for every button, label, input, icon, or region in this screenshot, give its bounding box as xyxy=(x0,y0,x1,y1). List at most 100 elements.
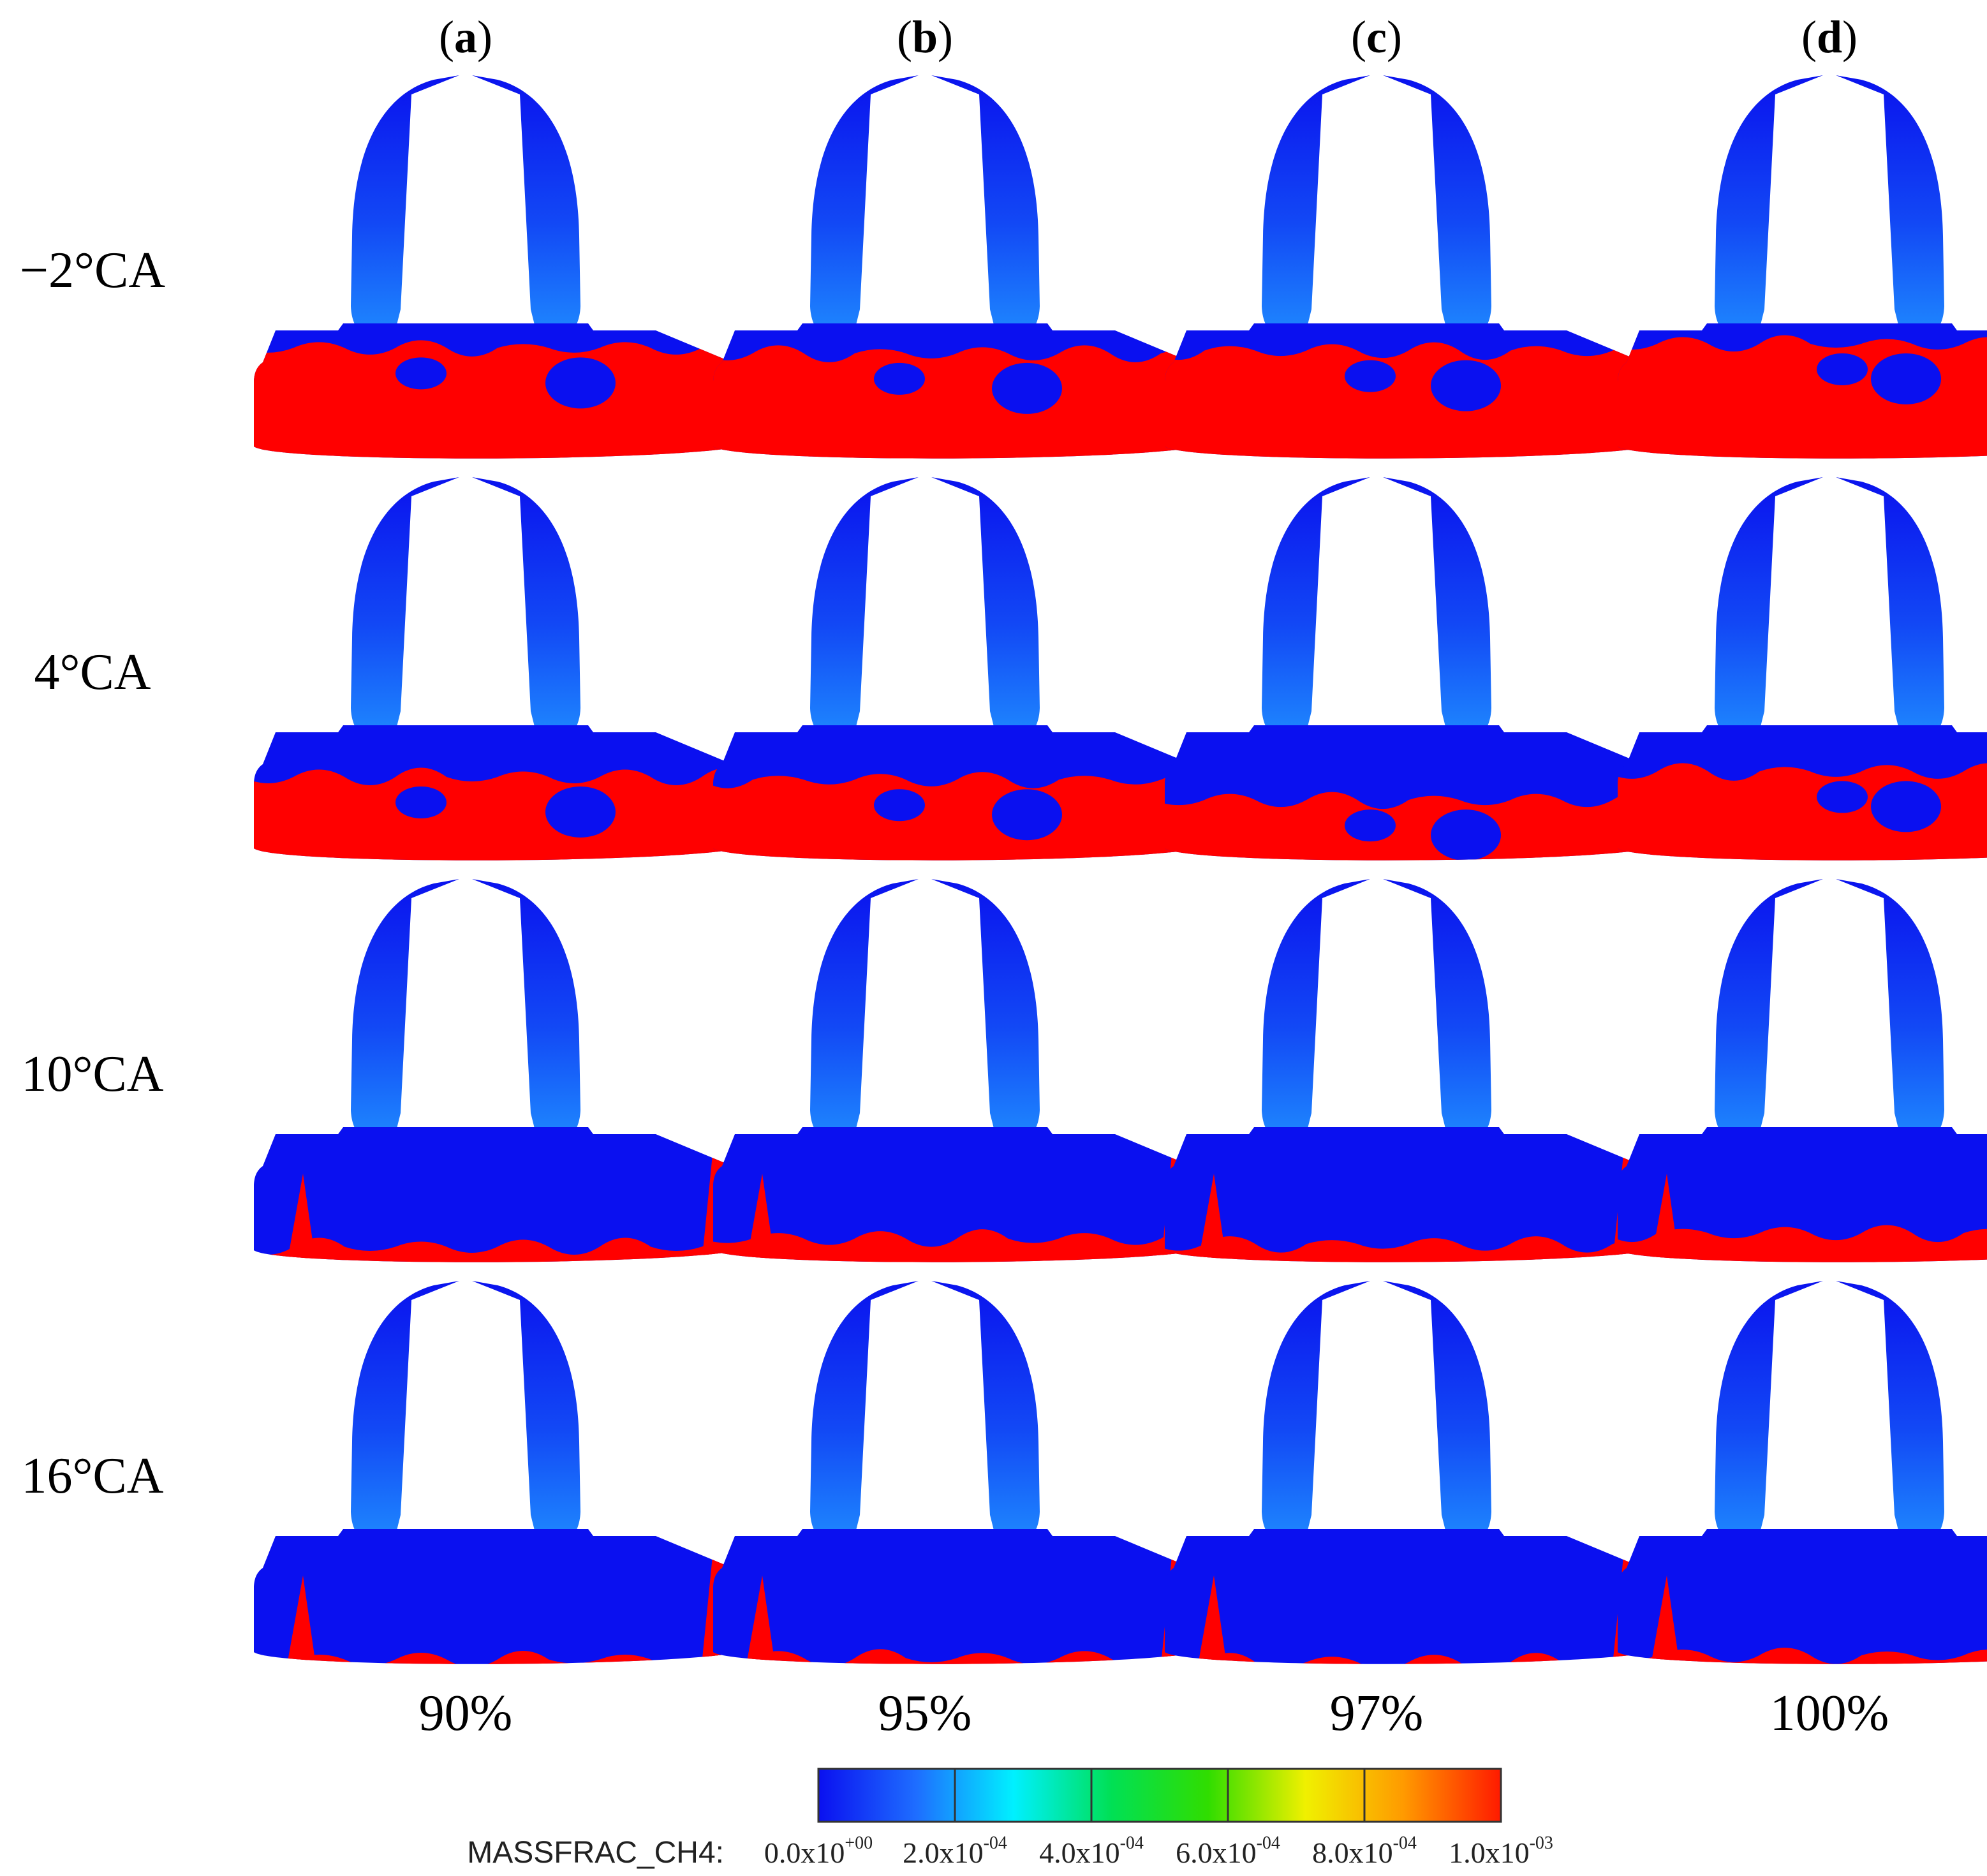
combustion-chamber xyxy=(254,1529,741,1664)
intake-port-left xyxy=(1262,879,1370,1147)
combustion-chamber xyxy=(713,1529,1200,1664)
intake-port-right xyxy=(931,75,1040,343)
chamber-high-fraction-region xyxy=(1618,763,1987,860)
intake-port-left xyxy=(810,1281,919,1549)
chamber-high-fraction-region xyxy=(713,1649,1200,1664)
combustion-chamber xyxy=(1165,1127,1652,1262)
row-labels: −2°CA 4°CA 10°CA 16°CA xyxy=(20,242,165,1504)
intake-port-right xyxy=(1836,1281,1944,1549)
chamber-high-fraction-region xyxy=(1165,342,1652,459)
combustion-chamber xyxy=(1618,1529,1987,1664)
chamber-low-fraction-region xyxy=(1165,1529,1652,1664)
panel-r4-c2 xyxy=(713,1281,1200,1664)
chamber-high-fraction-region xyxy=(1618,335,1987,459)
intake-port-left xyxy=(351,1281,459,1549)
intake-port-left xyxy=(1262,477,1370,745)
intake-port-left xyxy=(351,879,459,1147)
low-fraction-pocket xyxy=(395,786,447,818)
colorbar-tick-label: 0.0x10+00 xyxy=(764,1833,873,1869)
percent-labels: 90% 95% 97% 100% xyxy=(419,1685,1889,1741)
combustion-chamber xyxy=(1618,725,1987,860)
colorbar-dividers xyxy=(954,1769,1366,1822)
percent-label-b: 95% xyxy=(878,1685,972,1741)
low-fraction-pocket xyxy=(1431,360,1501,411)
panel-r4-c4 xyxy=(1618,1281,1987,1664)
combustion-chamber xyxy=(713,1127,1200,1262)
intake-port-left xyxy=(1262,1281,1370,1549)
panel-r2-c1 xyxy=(254,477,741,860)
panel-r3-c2 xyxy=(713,879,1200,1262)
intake-port-left xyxy=(810,879,919,1147)
high-fraction-streak xyxy=(1651,1576,1680,1664)
combustion-chamber xyxy=(1165,725,1652,860)
intake-port-right xyxy=(1836,879,1944,1147)
row-label-16ca: 16°CA xyxy=(21,1448,163,1504)
colorbar-label: MASSFRAC_CH4: xyxy=(467,1836,724,1870)
chamber-low-fraction-region xyxy=(1618,1529,1987,1664)
colorbar: MASSFRAC_CH4: 0.0x10+00 2.0x10-04 4.0x10-0… xyxy=(467,1768,1553,1870)
panel-r4-c1 xyxy=(254,1281,741,1664)
combustion-chamber xyxy=(1618,1127,1987,1262)
intake-port-right xyxy=(1836,477,1944,745)
chamber-high-fraction-region xyxy=(1165,1236,1652,1262)
intake-port-left xyxy=(351,477,459,745)
colorbar-tick-label: 2.0x10-04 xyxy=(903,1833,1007,1869)
chamber-high-fraction-region xyxy=(713,772,1200,860)
panel-r2-c3 xyxy=(1165,477,1652,860)
combustion-chamber xyxy=(1618,323,1987,459)
column-header-c: (c) xyxy=(1351,11,1402,63)
chamber-low-fraction-region xyxy=(713,1529,1200,1664)
low-fraction-pocket xyxy=(992,362,1062,414)
row-label-4ca: 4°CA xyxy=(34,644,151,700)
chamber-high-fraction-region xyxy=(713,1229,1200,1262)
chamber-low-fraction-region xyxy=(254,1127,741,1262)
chamber-high-fraction-region xyxy=(254,1237,741,1262)
intake-port-right xyxy=(472,879,580,1147)
column-header-a: (a) xyxy=(439,11,492,63)
intake-port-left xyxy=(1715,1281,1823,1549)
intake-port-right xyxy=(931,477,1040,745)
intake-port-right xyxy=(1383,75,1491,343)
panel-r1-c3 xyxy=(1165,75,1652,459)
panel-r4-c3 xyxy=(1165,1281,1652,1664)
low-fraction-pocket xyxy=(1431,809,1501,860)
high-fraction-streak xyxy=(1651,1174,1680,1262)
intake-port-left xyxy=(1262,75,1370,343)
low-fraction-pocket xyxy=(1817,781,1868,813)
combustion-chamber xyxy=(1165,1529,1652,1664)
low-fraction-pocket xyxy=(992,789,1062,841)
intake-port-right xyxy=(931,1281,1040,1549)
column-header-b: (b) xyxy=(897,11,953,63)
low-fraction-pocket xyxy=(1871,353,1941,404)
chamber-high-fraction-region xyxy=(713,345,1200,459)
high-fraction-streak xyxy=(287,1576,316,1664)
low-fraction-pocket xyxy=(545,786,616,838)
low-fraction-pocket xyxy=(1871,781,1941,832)
chamber-high-fraction-region xyxy=(254,767,741,860)
chamber-high-fraction-region xyxy=(1165,1653,1652,1664)
chamber-high-fraction-region xyxy=(254,340,741,459)
column-headers: (a) (b) (c) (d) xyxy=(439,11,1858,63)
low-fraction-pocket xyxy=(874,789,925,822)
low-fraction-pocket xyxy=(1817,353,1868,385)
percent-label-d: 100% xyxy=(1770,1685,1889,1741)
panel-r3-c4 xyxy=(1618,879,1987,1262)
intake-port-left xyxy=(1715,477,1823,745)
intake-port-left xyxy=(810,75,919,343)
intake-port-left xyxy=(810,477,919,745)
intake-port-right xyxy=(1383,1281,1491,1549)
combustion-chamber xyxy=(254,725,741,860)
panel-r3-c3 xyxy=(1165,879,1652,1262)
low-fraction-pocket xyxy=(1345,360,1396,392)
combustion-chamber xyxy=(254,1127,741,1262)
combustion-chamber xyxy=(713,323,1200,459)
chamber-low-fraction-region xyxy=(254,1529,741,1664)
intake-port-right xyxy=(1836,75,1944,343)
low-fraction-pocket xyxy=(874,362,925,395)
high-fraction-streak xyxy=(1198,1174,1227,1262)
panel-grid xyxy=(254,75,1987,1664)
intake-port-right xyxy=(1383,477,1491,745)
chamber-high-fraction-region xyxy=(1618,1225,1987,1262)
panel-r1-c1 xyxy=(254,75,741,459)
low-fraction-pocket xyxy=(545,357,616,409)
